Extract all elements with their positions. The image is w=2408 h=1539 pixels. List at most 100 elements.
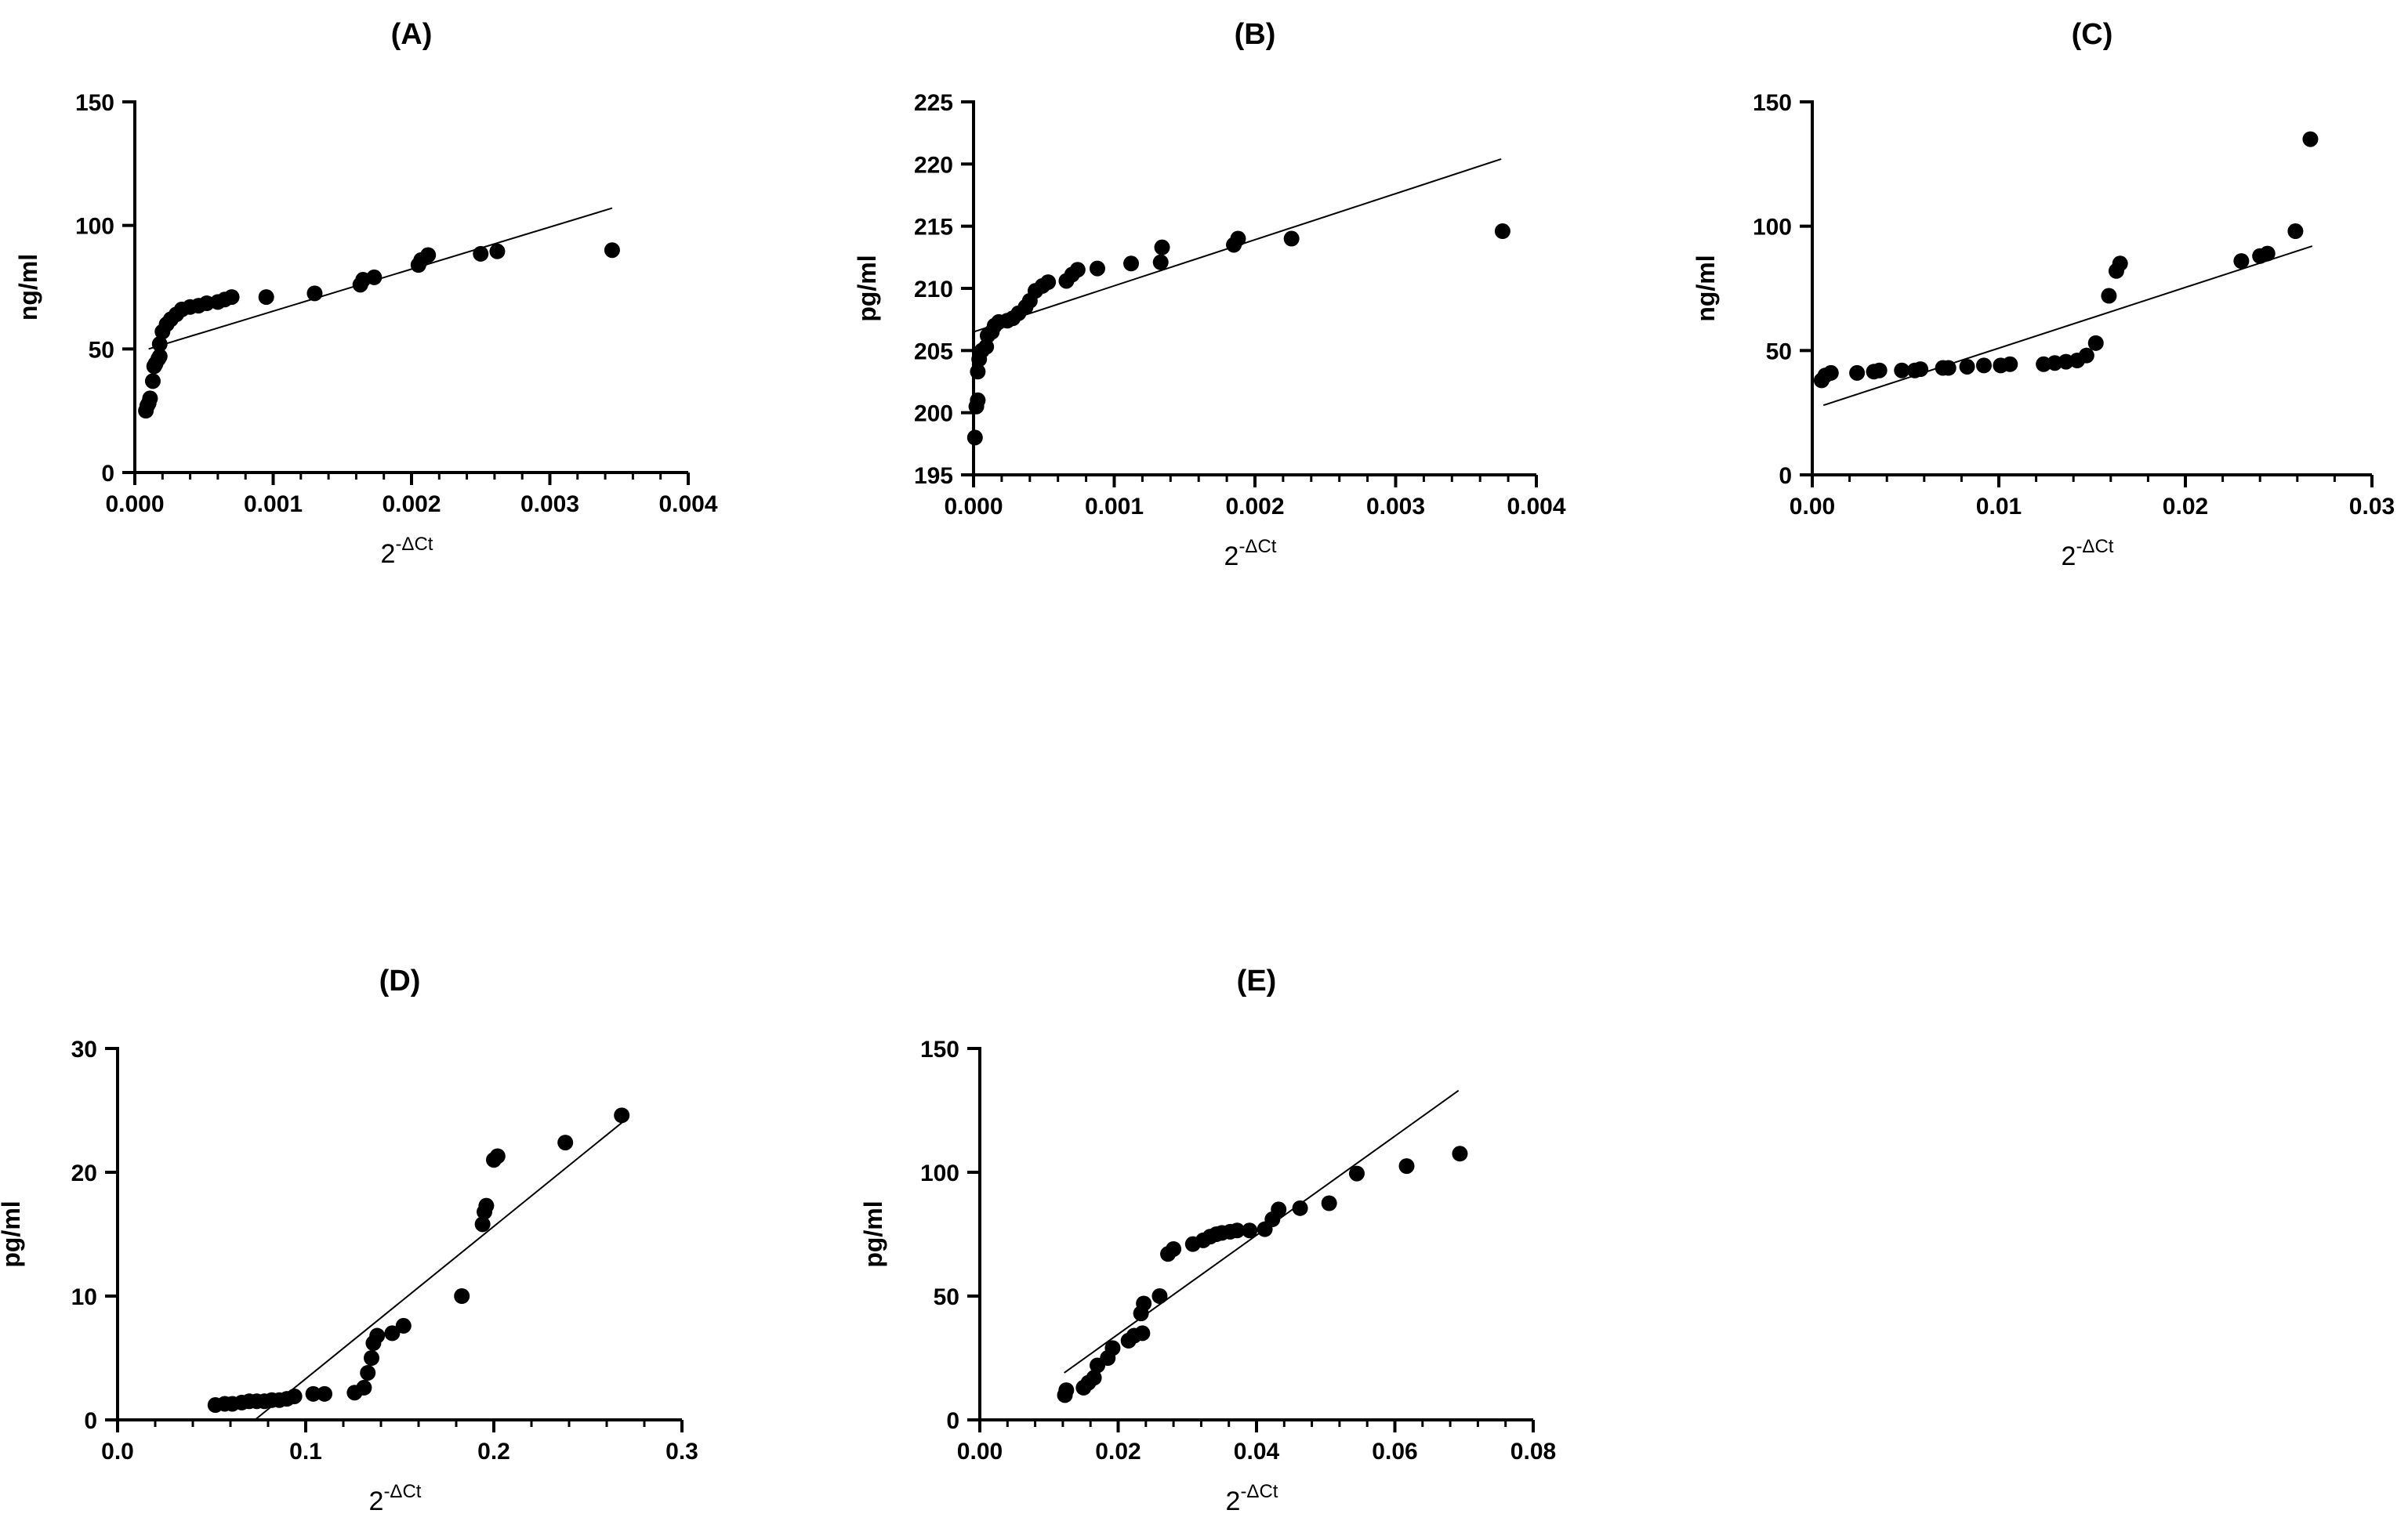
data-point	[1292, 1200, 1308, 1216]
data-point	[364, 1350, 379, 1366]
data-point	[360, 1364, 376, 1381]
x-tick-label: 0.004	[658, 491, 717, 517]
data-point	[489, 1148, 506, 1164]
data-point	[2259, 245, 2276, 262]
x-axis-label-base: 2	[1224, 541, 1239, 571]
data-point	[454, 1288, 470, 1304]
data-point	[366, 269, 383, 285]
y-tick-label: 205	[914, 339, 953, 364]
data-point	[1940, 360, 1956, 376]
data-point	[356, 1379, 372, 1396]
x-axis-label-superscript: -ΔCt	[1240, 1481, 1278, 1502]
data-point	[1152, 254, 1169, 270]
data-point	[1913, 361, 1929, 378]
x-axis-label: 2-ΔCt	[381, 534, 433, 569]
regression-line	[1822, 245, 2313, 407]
x-tick-label: 0.1	[289, 1439, 322, 1465]
data-point	[1348, 1165, 1365, 1182]
x-tick-label: 0.002	[1225, 494, 1284, 520]
panel-3: (C) 0.00 0.01 0.02 0.03 0 50 100 150 ng/ml 2-ΔCt	[1692, 18, 2395, 571]
data-point	[1089, 260, 1105, 277]
panel-1: (A) 0.000 0.001 0.002 0.003 0.004 0 50 100 150 ng/…	[14, 18, 718, 569]
y-axis-label: pg/ml	[859, 1200, 887, 1267]
x-axis-label: 2-ΔCt	[1224, 536, 1277, 571]
data-point	[1151, 1288, 1168, 1304]
y-tick-label: 215	[914, 215, 953, 241]
data-point	[151, 348, 168, 364]
data-point	[1069, 262, 1086, 278]
y-tick-label: 50	[89, 337, 114, 363]
x-axis-label-base: 2	[2062, 541, 2076, 571]
data-point	[1283, 230, 1300, 247]
x-tick-label: 0.03	[2349, 494, 2395, 520]
data-point	[1871, 362, 1888, 378]
x-tick-label: 0.004	[1507, 494, 1565, 520]
panel-title: (B)	[1235, 18, 1276, 51]
data-point	[1452, 1146, 1468, 1162]
data-point	[1104, 1340, 1121, 1356]
data-point	[317, 1385, 332, 1402]
x-tick-label: 0.00	[1790, 494, 1835, 520]
y-axis-label: pg/ml	[0, 1200, 25, 1267]
data-point	[2287, 223, 2304, 240]
x-axis-label-base: 2	[369, 1486, 384, 1516]
data-point	[1134, 1325, 1151, 1342]
y-tick-label: 200	[914, 401, 953, 427]
data-point	[1894, 362, 1910, 378]
data-point	[2101, 288, 2117, 304]
x-tick-label: 0.06	[1372, 1439, 1417, 1465]
data-point	[1242, 1222, 1258, 1239]
x-tick-label: 0.2	[477, 1439, 510, 1465]
data-point	[614, 1107, 630, 1124]
y-tick-label: 210	[914, 277, 953, 302]
data-point	[306, 285, 323, 302]
data-point	[286, 1388, 303, 1404]
y-tick-label: 0	[946, 1408, 959, 1434]
data-point	[478, 1197, 495, 1214]
data-point	[2087, 335, 2104, 351]
x-axis-label: 2-ΔCt	[2062, 536, 2114, 571]
data-point	[223, 289, 240, 306]
x-axis-label: 2-ΔCt	[369, 1481, 422, 1516]
data-point	[1271, 1201, 1287, 1218]
data-point	[142, 390, 158, 407]
data-point	[2112, 255, 2128, 272]
data-point	[1040, 274, 1057, 291]
data-point	[369, 1327, 386, 1344]
panel-4: (D) 0.0 0.1 0.2 0.3 0 10 20 30 pg/ml 2-ΔCt	[0, 965, 698, 1516]
data-point	[258, 289, 274, 306]
y-tick-label: 0	[1779, 463, 1792, 489]
x-tick-label: 0.0	[101, 1439, 134, 1465]
data-point	[474, 1216, 491, 1233]
panel-5: (E) 0.00 0.02 0.04 0.06 0.08 0 50 100 150 pg/ml 2-Δ…	[859, 965, 1556, 1516]
data-point	[1321, 1195, 1337, 1211]
y-axis-label: ng/ml	[1692, 255, 1720, 321]
y-tick-label: 100	[920, 1161, 959, 1186]
x-axis-label-superscript: -ΔCt	[2076, 536, 2113, 557]
panel-title: (C)	[2072, 18, 2113, 51]
y-tick-label: 50	[934, 1284, 959, 1310]
data-point	[1959, 358, 1975, 375]
y-tick-label: 150	[1753, 90, 1792, 116]
data-point	[1230, 230, 1246, 247]
data-point	[1229, 1222, 1246, 1239]
data-point	[1136, 1295, 1152, 1312]
y-tick-label: 10	[71, 1284, 97, 1310]
data-point	[395, 1317, 412, 1334]
data-point	[970, 392, 986, 408]
x-tick-label: 0.003	[520, 491, 579, 517]
data-point	[1166, 1240, 1182, 1257]
data-point	[1822, 364, 1839, 381]
data-point	[473, 245, 489, 262]
y-axis-label: ng/ml	[14, 254, 42, 320]
x-tick-label: 0.3	[665, 1439, 698, 1465]
regression-line	[254, 1122, 622, 1421]
y-tick-label: 100	[1753, 215, 1792, 241]
x-axis-label-base: 2	[1226, 1486, 1241, 1516]
data-point	[557, 1135, 574, 1151]
data-point	[420, 247, 437, 263]
y-tick-label: 30	[71, 1037, 97, 1063]
data-point	[1154, 239, 1170, 255]
panel-title: (D)	[379, 965, 421, 998]
panel-title: (E)	[1237, 965, 1277, 998]
